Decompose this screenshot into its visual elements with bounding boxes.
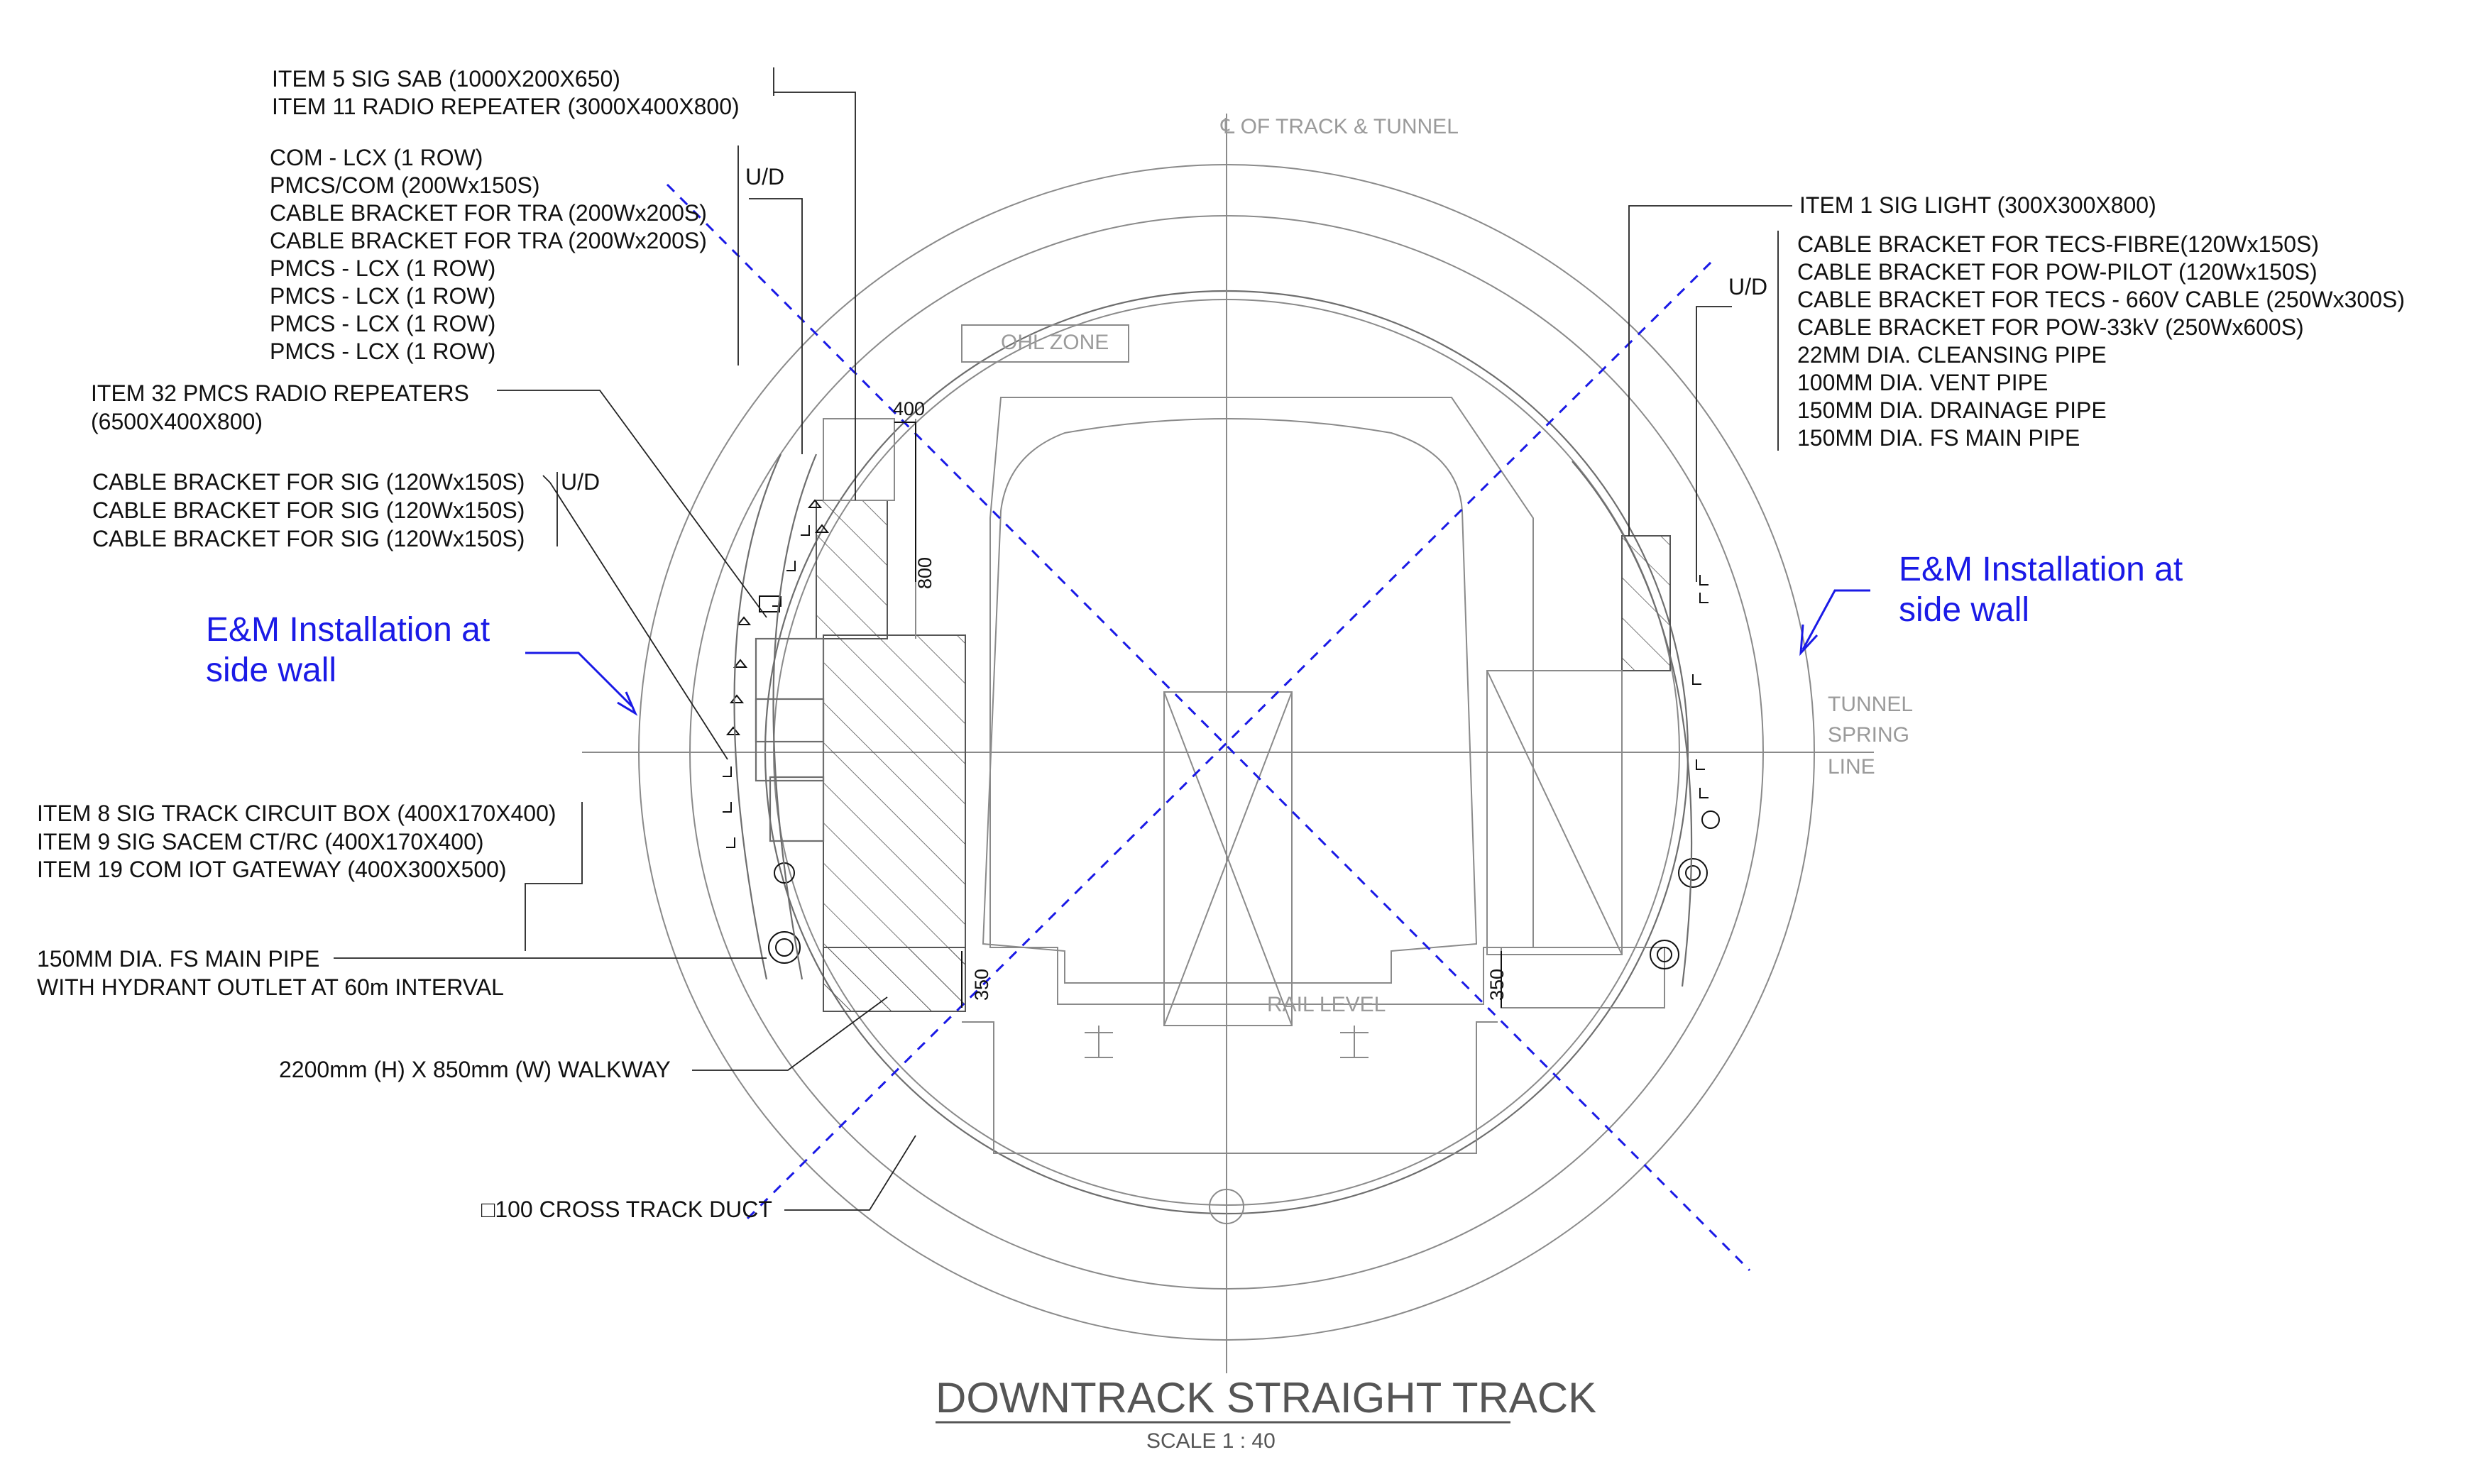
label-right-3: CABLE BRACKET FOR TECS - 660V CABLE (250… <box>1797 287 2405 312</box>
label-fs-pipe-1: 150MM DIA. FS MAIN PIPE <box>37 946 319 972</box>
label-pmcs-repeaters-2: (6500X400X800) <box>91 409 263 434</box>
diagonal-lines <box>666 183 1751 1272</box>
label-track-item-2: ITEM 9 SIG SACEM CT/RC (400X170X400) <box>37 829 484 854</box>
spring-line-1: TUNNEL <box>1828 693 1913 716</box>
label-duct: □100 CROSS TRACK DUCT <box>481 1197 772 1222</box>
label-right-6: 100MM DIA. VENT PIPE <box>1797 370 2048 395</box>
label-ud-1: U/D <box>745 164 784 189</box>
label-sig-bracket-2: CABLE BRACKET FOR SIG (120Wx150S) <box>92 498 525 523</box>
leader-lines <box>334 67 1792 1211</box>
label-right-8: 150MM DIA. FS MAIN PIPE <box>1797 425 2080 451</box>
drawing-scale: SCALE 1 : 40 <box>1146 1429 1276 1453</box>
em-arrows <box>525 589 1870 716</box>
em-note-left-1: E&M Installation at <box>206 611 490 649</box>
left-equipment <box>723 418 966 1012</box>
dim-800: 800 <box>914 557 936 589</box>
dimension-ticks <box>894 422 1502 1008</box>
label-fs-pipe-2: WITH HYDRANT OUTLET AT 60m INTERVAL <box>37 974 504 1000</box>
label-track-item-1: ITEM 8 SIG TRACK CIRCUIT BOX (400X170X40… <box>37 801 556 826</box>
walkway-block <box>823 947 966 1012</box>
label-ud-right: U/D <box>1728 274 1767 299</box>
label-sab-2: ITEM 11 RADIO REPEATER (3000X400X800) <box>272 94 740 119</box>
train-envelope <box>961 324 1534 1224</box>
label-walkway: 2200mm (H) X 850mm (W) WALKWAY <box>279 1057 671 1082</box>
label-lcx-8: PMCS - LCX (1 ROW) <box>270 339 495 364</box>
sab-box <box>816 500 888 639</box>
dim-350-left: 350 <box>971 969 992 1001</box>
label-sig-light: ITEM 1 SIG LIGHT (300X300X800) <box>1799 192 2156 218</box>
label-right-1: CABLE BRACKET FOR TECS-FIBRE(120Wx150S) <box>1797 231 2319 257</box>
label-ud-2: U/D <box>561 469 600 495</box>
em-note-right-1: E&M Installation at <box>1899 551 2183 588</box>
spring-line-2: SPRING <box>1828 723 1909 747</box>
label-lcx-7: PMCS - LCX (1 ROW) <box>270 311 495 336</box>
label-lcx-4: CABLE BRACKET FOR TRA (200Wx200S) <box>270 228 707 253</box>
spring-line-3: LINE <box>1828 755 1875 779</box>
label-lcx-1: COM - LCX (1 ROW) <box>270 145 483 170</box>
label-pmcs-repeaters-1: ITEM 32 PMCS RADIO REPEATERS <box>91 380 469 406</box>
drawing-title: DOWNTRACK STRAIGHT TRACK <box>936 1374 1596 1422</box>
right-equipment <box>1486 461 1720 1008</box>
em-note-right-2: side wall <box>1899 591 2029 629</box>
label-track-item-3: ITEM 19 COM IOT GATEWAY (400X300X500) <box>37 857 507 882</box>
dim-350-right: 350 <box>1486 969 1508 1001</box>
label-lcx-6: PMCS - LCX (1 ROW) <box>270 283 495 309</box>
label-sab-1: ITEM 5 SIG SAB (1000X200X650) <box>272 66 620 92</box>
label-lcx-5: PMCS - LCX (1 ROW) <box>270 255 495 281</box>
rail-level-label: RAIL LEVEL <box>1267 993 1386 1016</box>
em-note-left-2: side wall <box>206 652 336 689</box>
label-lcx-2: PMCS/COM (200Wx150S) <box>270 172 540 198</box>
centerline-label: ℄ OF TRACK & TUNNEL <box>1220 115 1459 138</box>
centre-lines <box>582 114 1874 1373</box>
ohl-zone-label: OHL ZONE <box>1001 331 1109 354</box>
label-right-5: 22MM DIA. CLEANSING PIPE <box>1797 342 2107 368</box>
label-lcx-3: CABLE BRACKET FOR TRA (200Wx200S) <box>270 200 707 226</box>
dim-400: 400 <box>893 398 925 419</box>
label-sig-bracket-1: CABLE BRACKET FOR SIG (120Wx150S) <box>92 469 525 495</box>
label-right-7: 150MM DIA. DRAINAGE PIPE <box>1797 397 2107 423</box>
label-sig-bracket-3: CABLE BRACKET FOR SIG (120Wx150S) <box>92 526 525 551</box>
label-right-2: CABLE BRACKET FOR POW-PILOT (120Wx150S) <box>1797 259 2318 285</box>
label-right-4: CABLE BRACKET FOR POW-33kV (250Wx600S) <box>1797 314 2304 340</box>
sig-light-box <box>1621 535 1671 671</box>
